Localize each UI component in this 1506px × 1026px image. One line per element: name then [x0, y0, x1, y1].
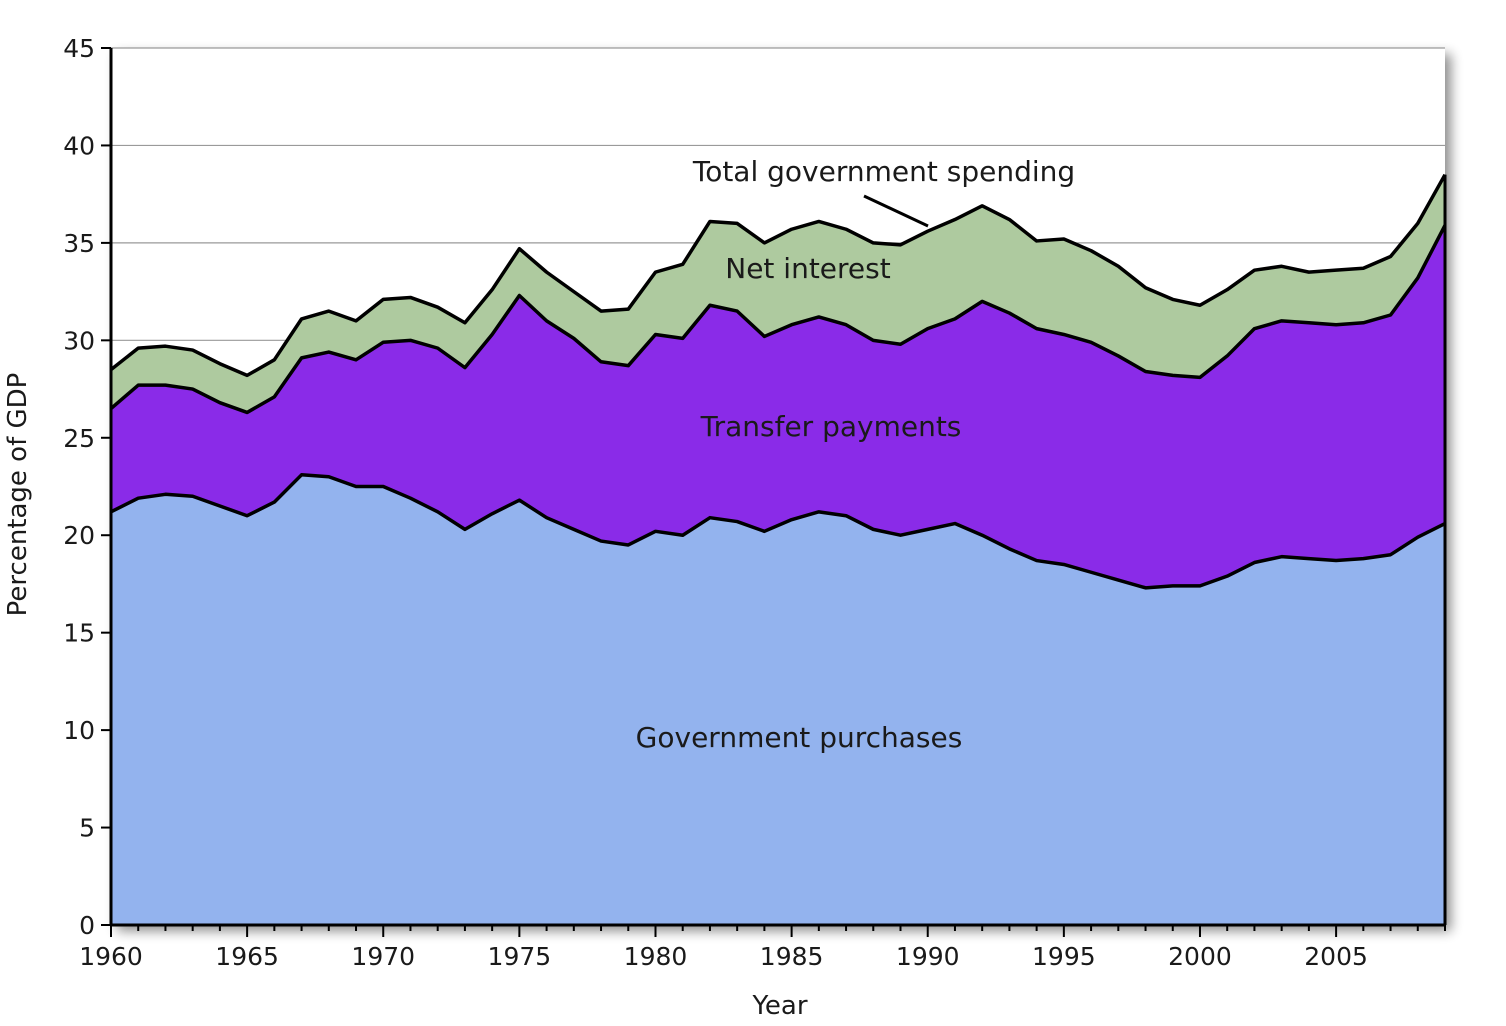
y-tick-label-20: 20 — [63, 521, 95, 550]
y-tick-label-10: 10 — [63, 716, 95, 745]
x-axis-title: Year — [751, 991, 807, 1021]
x-tick-label-2000: 2000 — [1168, 942, 1232, 971]
area-net-interest — [111, 174, 1445, 413]
y-tick-label-35: 35 — [63, 229, 95, 258]
total-spending-pointer-line — [863, 194, 929, 228]
line-top-transfer-payments — [109, 224, 1447, 415]
label-government-purchases: Government purchases — [636, 721, 963, 754]
x-tick-label-1995: 1995 — [1032, 942, 1096, 971]
y-tick-label-5: 5 — [79, 814, 95, 843]
y-tick-label-0: 0 — [79, 911, 95, 940]
label-net-interest: Net interest — [725, 252, 890, 285]
y-tick-label-15: 15 — [63, 619, 95, 648]
x-tick-label-1980: 1980 — [624, 942, 688, 971]
y-tick-label-30: 30 — [63, 326, 95, 355]
x-tick-label-1975: 1975 — [488, 942, 552, 971]
y-tick-label-45: 45 — [63, 34, 95, 63]
label-transfer-payments: Transfer payments — [700, 410, 962, 443]
axes: 0 5 10 15 20 25 30 35 40 45 1960 1965 1970 1975 1980 19… — [63, 34, 1447, 971]
area-government-purchases — [111, 474, 1445, 925]
x-tick-label-1960: 1960 — [79, 942, 143, 971]
x-tick-label-2005: 2005 — [1304, 942, 1368, 971]
x-tick-label-1970: 1970 — [351, 942, 415, 971]
line-top-net-interest — [109, 173, 1447, 378]
line-top-government-purchases — [110, 473, 1446, 590]
x-tick-label-1985: 1985 — [760, 942, 824, 971]
area-transfer-payments — [111, 225, 1445, 588]
annotations: Government purchases Transfer payments N… — [636, 155, 1075, 754]
series-boundary-lines — [109, 173, 1447, 590]
x-tick-label-1990: 1990 — [896, 942, 960, 971]
area-series-group — [111, 174, 1445, 925]
x-tick-label-1965: 1965 — [215, 942, 279, 971]
y-axis-title: Percentage of GDP — [3, 373, 33, 617]
label-total-government-spending: Total government spending — [692, 155, 1075, 188]
y-tick-label-40: 40 — [63, 131, 95, 160]
y-tick-label-25: 25 — [63, 424, 95, 453]
